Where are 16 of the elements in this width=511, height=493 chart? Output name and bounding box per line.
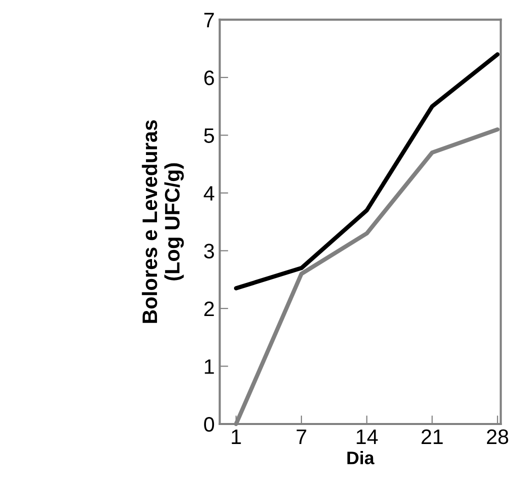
y-tick-label: 6 [204,70,214,86]
y-tick-label: 0 [204,416,214,432]
y-axis-title: Bolores e Leveduras (Log UFC/g) [142,120,184,323]
y-tick-label: 3 [204,244,214,258]
x-tick-label: 14 [356,430,378,444]
y-tick-label: 5 [204,128,214,143]
x-tick-label: 28 [486,429,508,444]
y-tick-label: 4 [204,186,214,201]
x-axis-title: Dia [347,451,374,464]
y-tick-label: 7 [204,12,214,28]
line-series [234,52,500,290]
y-tick-label: 1 [204,359,214,374]
x-tick-label: 7 [296,430,306,444]
y-tick-label: 2 [204,301,214,316]
x-tick-label: 1 [232,430,241,444]
x-tick-label: 21 [422,429,443,444]
